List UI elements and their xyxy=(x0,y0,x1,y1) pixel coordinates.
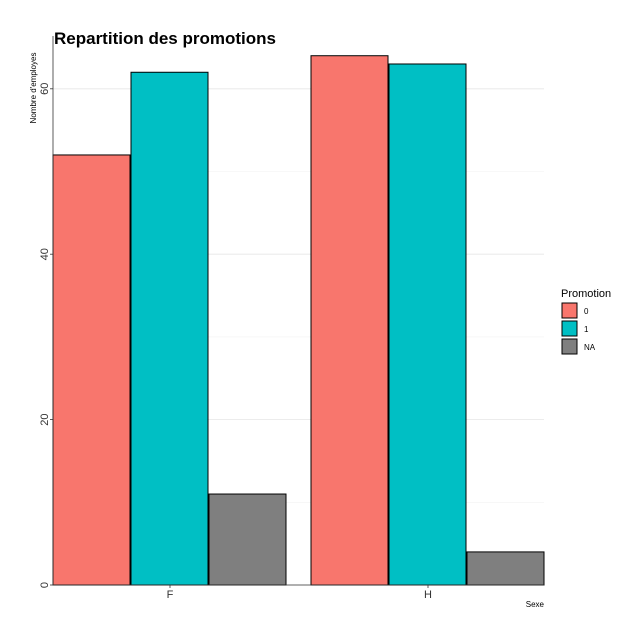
legend-swatch-0 xyxy=(561,302,578,319)
y-tick-label: 40 xyxy=(39,248,51,260)
x-tick-label: H xyxy=(424,589,432,601)
legend: Promotion 0 1 NA xyxy=(561,288,611,355)
y-axis-label: Nombre d'employes xyxy=(29,53,38,124)
bar-F-1 xyxy=(130,71,209,586)
bar-F-0 xyxy=(52,154,131,586)
bar-H-NA xyxy=(466,551,545,586)
bar-H-1 xyxy=(388,63,467,586)
bars xyxy=(52,55,545,586)
x-axis-label: Sexe xyxy=(526,600,545,609)
chart-title: Repartition des promotions xyxy=(54,29,276,48)
bar-H-0 xyxy=(310,55,389,586)
legend-label-NA: NA xyxy=(584,343,596,352)
y-axis: 0 20 40 60 xyxy=(39,36,544,588)
legend-swatch-1 xyxy=(561,320,578,337)
y-tick-label: 20 xyxy=(39,413,51,425)
legend-title: Promotion xyxy=(561,288,611,300)
bar-F-NA xyxy=(208,493,287,586)
legend-label-1: 1 xyxy=(584,325,589,334)
legend-label-0: 0 xyxy=(584,307,589,316)
y-tick-label: 60 xyxy=(39,83,51,95)
x-tick-label: F xyxy=(167,589,174,601)
legend-swatch-NA xyxy=(561,338,578,355)
y-tick-label: 0 xyxy=(39,582,51,588)
